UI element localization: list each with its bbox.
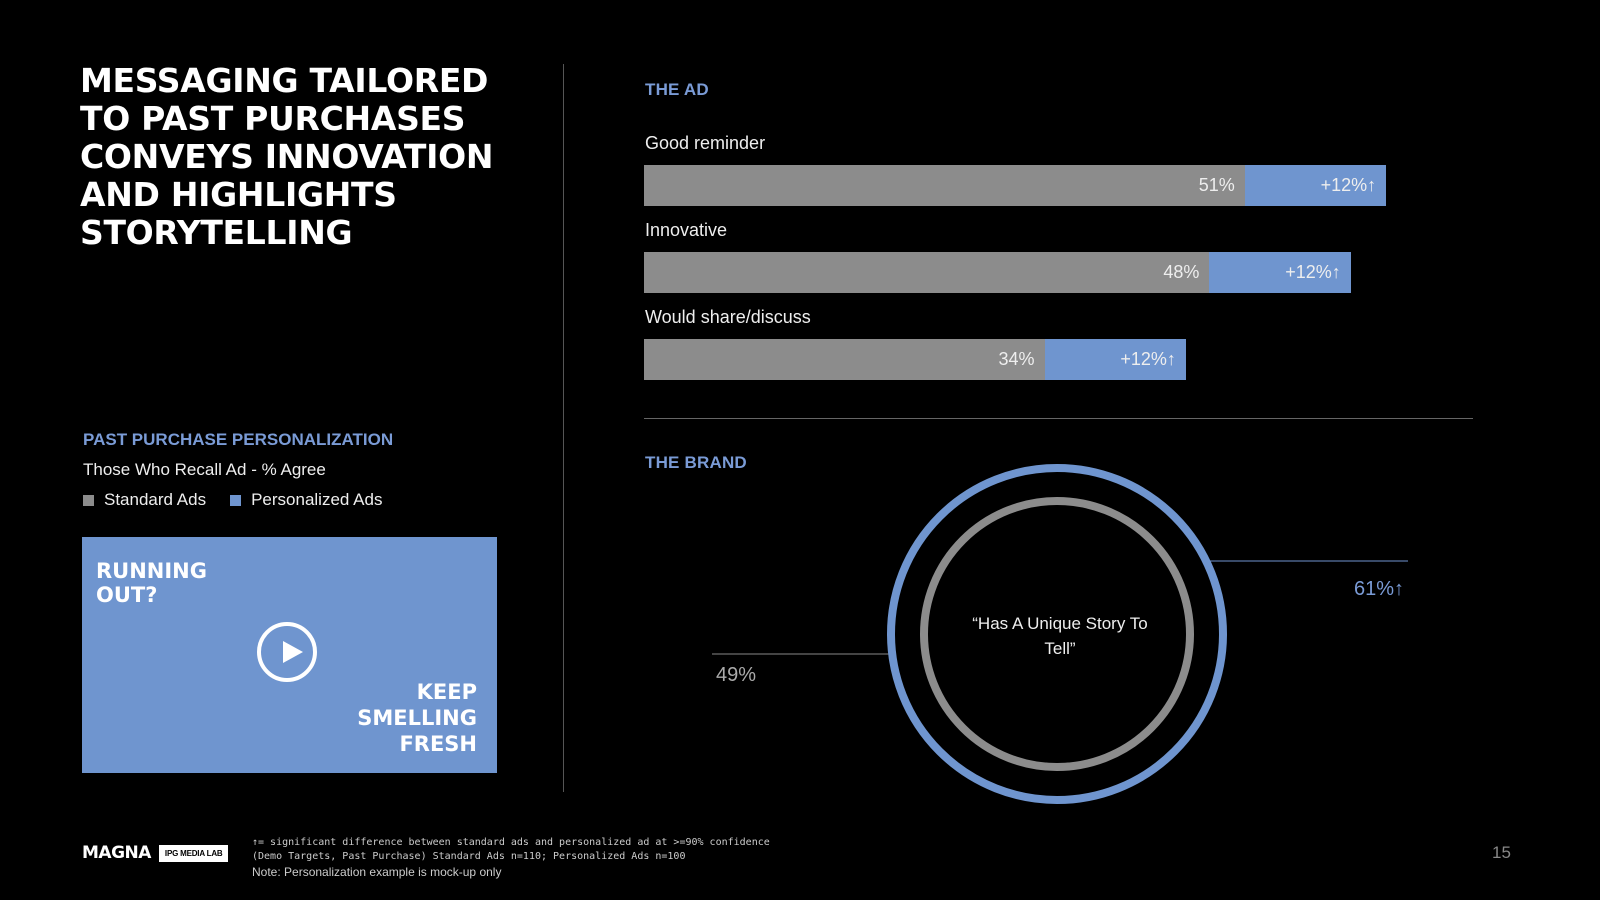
bar-personalized-value: +12%↑	[1285, 262, 1341, 282]
bar-personalized-value: +12%↑	[1120, 349, 1176, 369]
section-head-ad: THE AD	[645, 80, 709, 99]
horizontal-divider	[644, 418, 1473, 419]
legend-subtitle: Those Who Recall Ad - % Agree	[83, 460, 326, 479]
footnotes: ↑= significant difference between standa…	[252, 836, 770, 879]
legend-items: Standard Ads Personalized Ads	[83, 490, 393, 510]
ipg-media-lab-badge: IPG MEDIA LAB	[158, 844, 229, 862]
video-bottom-text: KEEP SMELLING FRESH	[357, 680, 477, 756]
ring-center-label: “Has A Unique Story To Tell”	[972, 614, 1148, 658]
standard-ring-value: 49%	[716, 664, 757, 686]
bar-row: 34% +12%↑	[644, 339, 1186, 380]
footer-logos: MAGNA IPG MEDIA LAB	[82, 843, 229, 863]
standard-swatch-icon	[83, 494, 94, 506]
page-number: 15	[1492, 843, 1511, 862]
footnote-mockup: Note: Personalization example is mock-up…	[252, 865, 502, 879]
bar-category-label: Good reminder	[645, 133, 766, 153]
legend-title: PAST PURCHASE PERSONALIZATION	[83, 430, 394, 449]
bar-standard-value: 51%	[1198, 175, 1235, 195]
title-line: MESSAGING TAILORED	[80, 61, 489, 100]
title-line: STORYTELLING	[80, 213, 353, 252]
footnote-significance: ↑= significant difference between standa…	[252, 837, 770, 848]
title-line: TO PAST PURCHASES	[80, 99, 466, 138]
bar-standard-value: 34%	[998, 349, 1035, 369]
legend-personalized-label: Personalized Ads	[251, 490, 383, 509]
bar-standard-value: 48%	[1163, 262, 1200, 282]
legend-item-personalized: Personalized Ads	[230, 490, 382, 510]
footnote-sample: (Demo Targets, Past Purchase) Standard A…	[252, 851, 686, 862]
bar-personalized: +12%↑	[1209, 252, 1351, 293]
bar-personalized-value: +12%↑	[1320, 175, 1377, 195]
bar-personalized: +12%↑	[1244, 165, 1387, 206]
legend-standard-label: Standard Ads	[104, 490, 207, 509]
vertical-divider	[563, 64, 564, 792]
slide-title: MESSAGING TAILORED TO PAST PURCHASES CON…	[80, 62, 540, 252]
bar-category-label: Would share/discuss	[645, 307, 811, 327]
personalized-ring	[887, 464, 1227, 804]
legend: PAST PURCHASE PERSONALIZATION Those Who …	[83, 430, 393, 510]
bar-row: 48% +12%↑	[644, 252, 1351, 293]
bar-standard: 51%	[644, 165, 1245, 206]
personalized-swatch-icon	[230, 494, 242, 506]
bar-standard: 48%	[644, 252, 1210, 293]
ad-video-thumbnail[interactable]: RUNNING OUT? KEEP SMELLING FRESH	[82, 537, 497, 773]
bar-category-label: Innovative	[645, 220, 728, 240]
section-head-brand: THE BRAND	[645, 453, 747, 472]
standard-ring	[920, 497, 1194, 771]
title-line: AND HIGHLIGHTS	[80, 175, 397, 214]
title-line: CONVEYS INNOVATION	[80, 137, 494, 176]
video-top-text: RUNNING OUT?	[96, 559, 207, 607]
magna-logo: MAGNA	[82, 843, 151, 863]
bar-personalized: +12%↑	[1044, 339, 1186, 380]
legend-item-standard: Standard Ads	[83, 490, 206, 510]
bar-row: 51% +12%↑	[644, 165, 1387, 206]
play-icon[interactable]	[257, 622, 317, 682]
bar-standard: 34%	[644, 339, 1045, 380]
personalized-ring-value: 61%↑	[1354, 578, 1405, 600]
